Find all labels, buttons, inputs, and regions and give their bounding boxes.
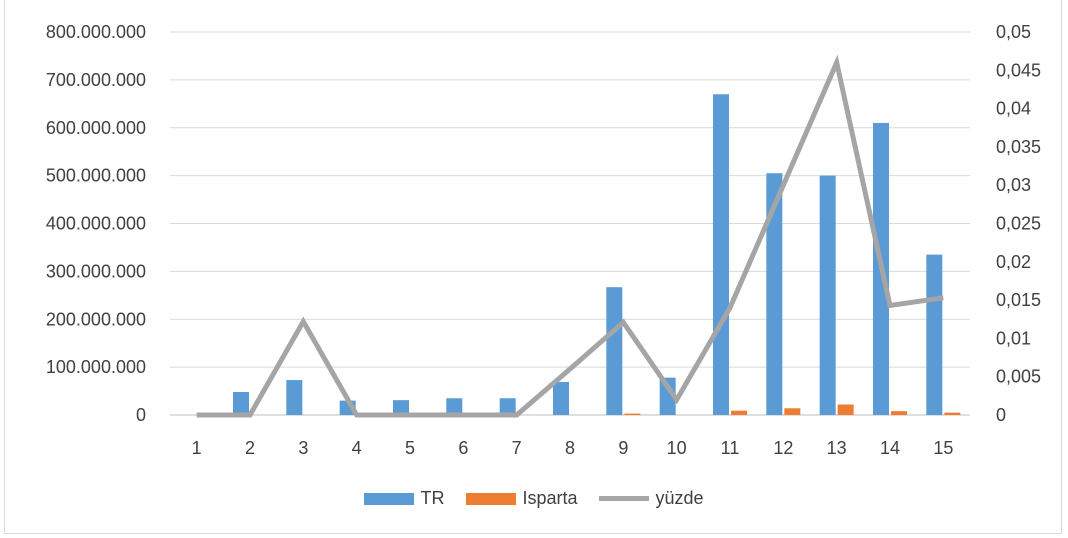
bar-isparta — [731, 410, 747, 415]
legend-swatch-tr — [364, 492, 415, 505]
bar-tr — [766, 173, 783, 415]
y-left-tick-label: 500.000.000 — [46, 166, 146, 186]
x-tick-label: 7 — [512, 438, 522, 458]
bar-tr — [819, 175, 836, 415]
y-right-tick-label: 0,045 — [996, 60, 1041, 80]
bar-isparta — [624, 413, 641, 415]
line-point-yuzde — [303, 321, 304, 322]
bar-tr — [393, 400, 409, 415]
x-tick-label: 6 — [458, 438, 468, 458]
legend-label-yuzde: yüzde — [655, 488, 704, 508]
x-tick-label: 15 — [933, 438, 953, 458]
y-left-tick-label: 0 — [136, 405, 146, 425]
x-tick-label: 12 — [773, 438, 793, 458]
bar-tr — [659, 377, 676, 415]
legend-item-yuzde: yüzde — [599, 488, 704, 509]
bar-isparta — [944, 412, 961, 415]
y-right-tick-label: 0,05 — [996, 22, 1031, 42]
x-tick-label: 3 — [298, 438, 308, 458]
line-point-yuzde — [410, 415, 411, 416]
line-point-yuzde — [836, 62, 837, 63]
y-right-tick-label: 0,005 — [996, 367, 1041, 387]
y-right-tick-label: 0,015 — [996, 290, 1041, 310]
bar-tr — [233, 392, 249, 415]
line-yuzde — [196, 54, 944, 418]
y-right-tick-label: 0,04 — [996, 99, 1031, 119]
legend: TR Isparta yüzde — [0, 488, 1068, 509]
line-point-yuzde — [516, 415, 517, 416]
x-tick-label: 14 — [880, 438, 900, 458]
x-tick-label: 10 — [667, 438, 687, 458]
legend-label-tr: TR — [420, 488, 445, 508]
bar-tr — [926, 254, 943, 415]
legend-item-isparta: Isparta — [466, 488, 577, 509]
line-point-yuzde — [890, 305, 891, 306]
y-left-tick-label: 100.000.000 — [46, 357, 146, 377]
y-right-tick-label: 0 — [996, 405, 1006, 425]
y-left-tick-label: 400.000.000 — [46, 214, 146, 234]
line-point-yuzde — [570, 369, 571, 370]
bar-tr — [499, 398, 516, 415]
line-point-yuzde — [676, 399, 677, 400]
y-right-tick-label: 0,035 — [996, 137, 1041, 157]
x-tick-label: 8 — [565, 438, 575, 458]
y-right-tick-label: 0,03 — [996, 175, 1031, 195]
legend-label-isparta: Isparta — [522, 488, 578, 508]
line-point-yuzde — [730, 307, 731, 308]
legend-swatch-isparta — [466, 492, 517, 505]
y-right-tick-label: 0,025 — [996, 214, 1041, 234]
y-left-tick-label: 800.000.000 — [46, 22, 146, 42]
legend-item-tr: TR — [364, 488, 444, 509]
line-point-yuzde — [463, 415, 464, 416]
bar-tr — [446, 398, 463, 415]
x-tick-label: 4 — [352, 438, 362, 458]
legend-swatch-yuzde — [599, 496, 650, 501]
x-tick-label: 11 — [721, 438, 740, 458]
x-tick-label: 9 — [618, 438, 628, 458]
bar-tr — [286, 380, 303, 415]
bar-isparta — [837, 404, 854, 415]
bar-tr — [553, 381, 569, 415]
line-point-yuzde — [943, 297, 944, 298]
bar-isparta — [891, 411, 907, 415]
line-point-yuzde — [356, 415, 357, 416]
y-right-tick-label: 0,01 — [996, 328, 1031, 348]
line-point-yuzde — [783, 185, 784, 186]
y-right-tick-label: 0,02 — [996, 252, 1031, 272]
y-left-tick-label: 700.000.000 — [46, 70, 146, 90]
bar-tr — [606, 287, 623, 415]
y-left-tick-label: 600.000.000 — [46, 118, 146, 138]
combo-chart: 0 100.000.000 200.000.000 300.000.000 400.00… — [46, 22, 1041, 458]
y-left-tick-label: 200.000.000 — [46, 309, 146, 329]
x-tick-label: 2 — [245, 438, 255, 458]
bar-isparta — [784, 408, 801, 415]
line-point-yuzde — [623, 322, 624, 323]
y-left-tick-label: 300.000.000 — [46, 261, 146, 281]
x-tick-label: 1 — [192, 438, 202, 458]
x-tick-label: 13 — [827, 438, 847, 458]
x-tick-label: 5 — [405, 438, 415, 458]
bar-tr — [713, 94, 729, 416]
line-point-yuzde — [250, 415, 251, 416]
line-point-yuzde — [196, 415, 197, 416]
